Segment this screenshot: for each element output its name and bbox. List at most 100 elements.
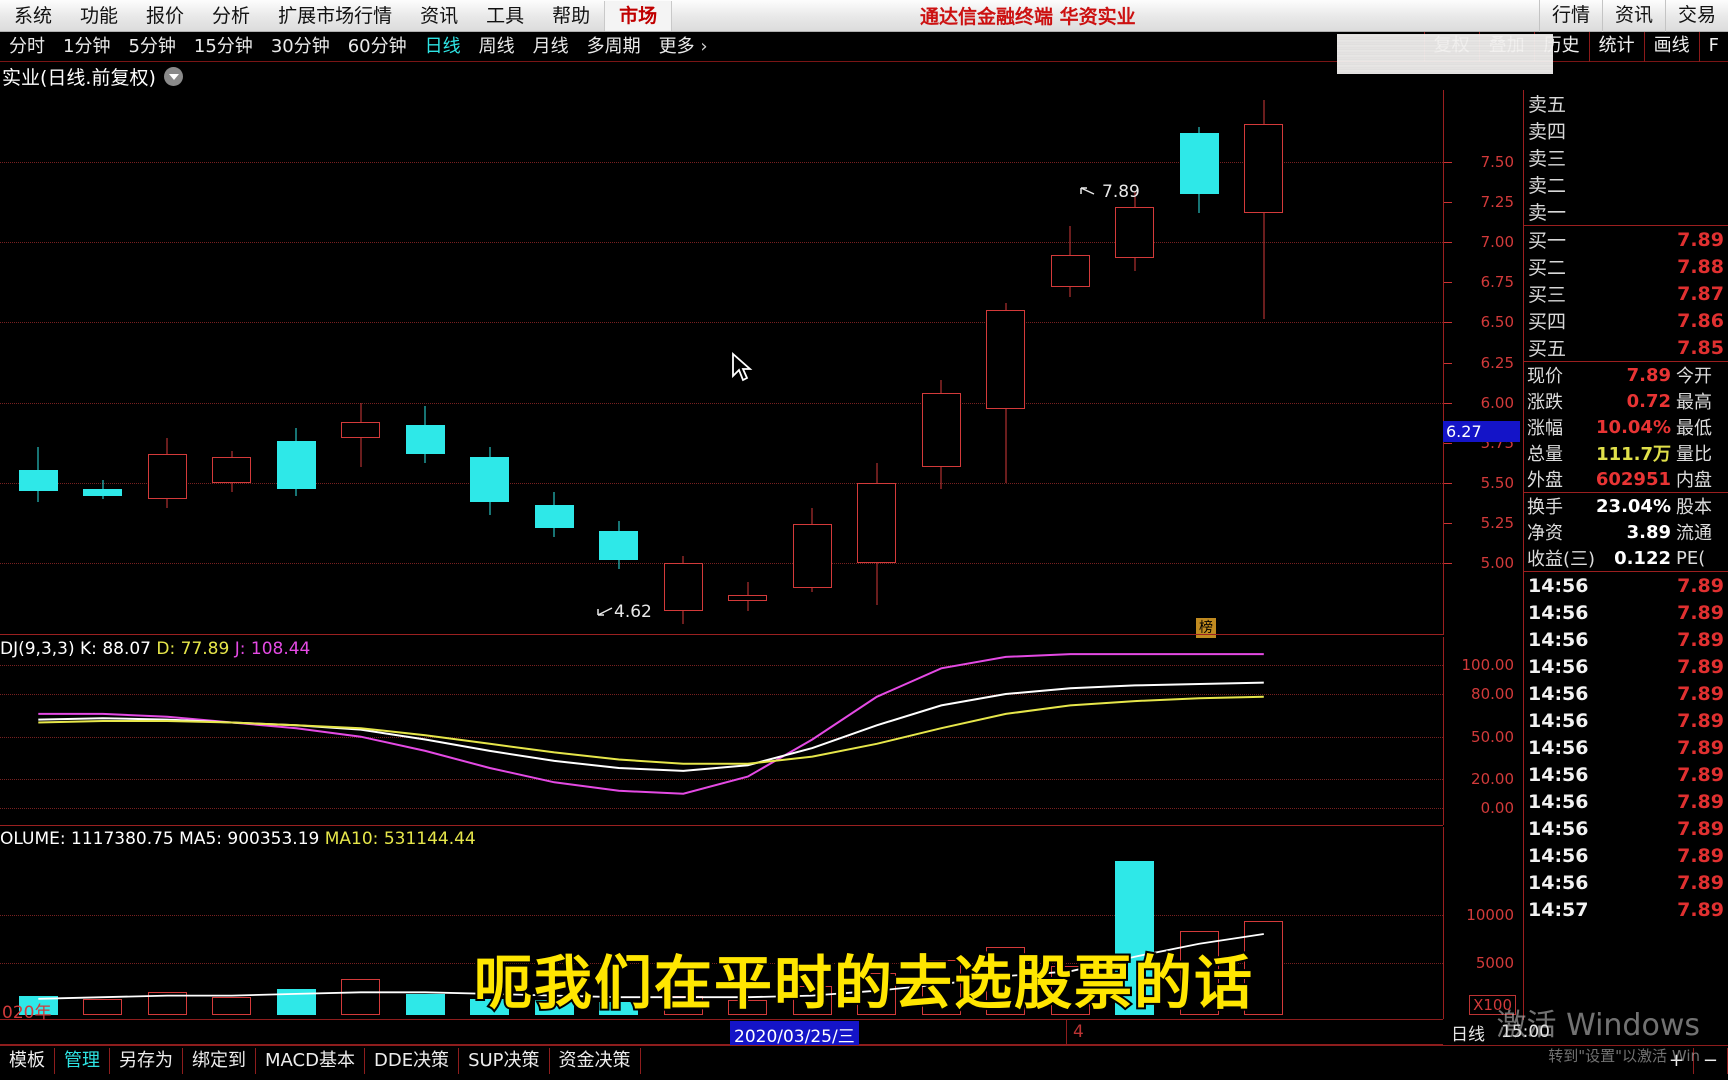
chevron-down-icon[interactable] <box>163 66 183 86</box>
order-book-row-ask[interactable]: 卖五 <box>1524 90 1728 117</box>
candlestick <box>792 508 832 592</box>
candlestick <box>1115 190 1155 272</box>
nav-item-trade[interactable]: 交易 <box>1664 0 1728 32</box>
order-book-level-label: 买一 <box>1528 230 1567 252</box>
quote-stat-value: 3.89 <box>1626 521 1671 543</box>
order-book-row-ask[interactable]: 卖二 <box>1524 171 1728 198</box>
toolbar-drawline[interactable]: 画线 <box>1643 32 1699 62</box>
volume-indicator-panel[interactable]: OLUME: 1117380.75 MA5: 900353.19 MA10: 5… <box>0 827 1516 1019</box>
menu-item-quote[interactable]: 报价 <box>146 4 185 27</box>
order-book-row-bid[interactable]: 买一 7.89 <box>1524 226 1728 253</box>
menu-item-function[interactable]: 功能 <box>80 4 119 27</box>
kdj-j-label: J: <box>234 639 246 659</box>
bottom-item-bind-to[interactable]: 绑定到 <box>183 1047 256 1074</box>
order-book-row-ask[interactable]: 卖四 <box>1524 117 1728 144</box>
menu-item-help[interactable]: 帮助 <box>552 4 591 27</box>
tick-row[interactable]: 14:56 7.89 <box>1524 680 1728 707</box>
menu-item-analysis[interactable]: 分析 <box>212 4 251 27</box>
candlestick <box>405 405 445 464</box>
period-monthly[interactable]: 月线 <box>532 35 569 57</box>
candlestick <box>341 402 381 467</box>
tick-time: 14:56 <box>1528 601 1589 624</box>
kline-axis-tick <box>1444 242 1452 244</box>
candlestick <box>857 463 897 605</box>
tick-row[interactable]: 14:56 7.89 <box>1524 869 1728 896</box>
mouse-cursor <box>732 352 753 382</box>
candlestick <box>663 556 703 624</box>
period-15min[interactable]: 15分钟 <box>193 35 253 57</box>
tick-row[interactable]: 14:56 7.89 <box>1524 653 1728 680</box>
candle-body <box>599 530 639 560</box>
tick-row[interactable]: 14:56 7.89 <box>1524 572 1728 599</box>
tick-row[interactable]: 14:57 7.89 <box>1524 896 1728 923</box>
selected-date-label: 2020/03/25/三 <box>730 1021 859 1048</box>
menu-item-news[interactable]: 资讯 <box>420 4 459 27</box>
order-book-row-bid[interactable]: 买二 7.88 <box>1524 253 1728 280</box>
tick-time: 14:56 <box>1528 763 1589 786</box>
period-60min[interactable]: 60分钟 <box>347 35 407 57</box>
bottom-item-sup[interactable]: SUP决策 <box>459 1047 550 1074</box>
zoom-out-button[interactable]: − <box>1694 1047 1728 1074</box>
nav-item-quotes[interactable]: 行情 <box>1538 0 1602 32</box>
tick-time: 14:57 <box>1528 898 1589 921</box>
toolbar-stats[interactable]: 统计 <box>1588 32 1644 62</box>
period-multi[interactable]: 多周期 <box>586 35 641 57</box>
menu-item-extended-market[interactable]: 扩展市场行情 <box>278 4 393 27</box>
order-book-row-bid[interactable]: 买四 7.86 <box>1524 307 1728 334</box>
video-occlusion-patch <box>1337 34 1553 74</box>
status-time: 15:00 <box>1501 1022 1550 1042</box>
period-30min[interactable]: 30分钟 <box>270 35 330 57</box>
bottom-item-manage[interactable]: 管理 <box>55 1047 110 1074</box>
zoom-in-button[interactable]: + <box>1660 1047 1694 1074</box>
kline-chart-panel[interactable]: 7.89 4.62 榜 7.50 7.25 7.00 6.75 6.50 6.25 6.00… <box>0 90 1514 638</box>
tick-time: 14:56 <box>1528 709 1589 732</box>
menu-item-system[interactable]: 系统 <box>14 4 53 27</box>
bottom-item-funds[interactable]: 资金决策 <box>550 1047 641 1074</box>
period-intraday[interactable]: 分时 <box>9 35 45 57</box>
order-book-row-bid[interactable]: 买五 7.85 <box>1524 334 1728 361</box>
bang-badge[interactable]: 榜 <box>1196 618 1216 638</box>
tick-row[interactable]: 14:56 7.89 <box>1524 815 1728 842</box>
tick-row[interactable]: 14:56 7.89 <box>1524 842 1728 869</box>
bottom-item-template[interactable]: 模板 <box>0 1047 55 1074</box>
toolbar-f[interactable]: F <box>1698 32 1728 62</box>
order-book-row-ask[interactable]: 卖一 <box>1524 198 1728 225</box>
quote-stats2-divider <box>1524 492 1728 493</box>
order-book-asks[interactable]: 卖五 卖四 卖三 卖二 卖一 <box>1524 90 1728 225</box>
order-book-row-bid[interactable]: 买三 7.87 <box>1524 280 1728 307</box>
period-more[interactable]: 更多 <box>650 33 717 61</box>
period-weekly[interactable]: 周线 <box>478 35 515 57</box>
tick-row[interactable]: 14:56 7.89 <box>1524 788 1728 815</box>
period-daily[interactable]: 日线 <box>424 35 461 57</box>
kline-axis-tick <box>1444 322 1452 324</box>
volume-name: OLUME: <box>0 829 66 849</box>
volume-bar <box>1115 861 1155 1015</box>
menu-bar: 系统 功能 报价 分析 扩展市场行情 资讯 工具 帮助 市场 通达信金融终端 华… <box>0 0 1728 32</box>
order-book-bids[interactable]: 买一 7.89 买二 7.88 买三 7.87 买四 7.86 买五 7.85 <box>1524 226 1728 361</box>
order-book-row-ask[interactable]: 卖三 <box>1524 144 1728 171</box>
tick-row[interactable]: 14:56 7.89 <box>1524 734 1728 761</box>
tick-row[interactable]: 14:56 7.89 <box>1524 707 1728 734</box>
menu-item-market[interactable]: 市场 <box>604 0 673 31</box>
time-and-sales-list[interactable]: 14:56 7.89 14:56 7.89 14:56 7.89 14:56 7.89 14:5… <box>1524 572 1728 923</box>
tick-row[interactable]: 14:56 7.89 <box>1524 761 1728 788</box>
candle-body <box>276 441 316 490</box>
period-1min[interactable]: 1分钟 <box>63 35 111 57</box>
quote-stat-row: 涨跌 0.72 最高 <box>1524 388 1728 414</box>
tick-price: 7.89 <box>1677 790 1724 813</box>
volume-bar <box>83 998 123 1015</box>
bottom-item-save-as[interactable]: 另存为 <box>110 1047 183 1074</box>
volume-ma10-label: MA10: <box>324 829 379 849</box>
tick-row[interactable]: 14:56 7.89 <box>1524 626 1728 653</box>
quote-stat-key: 涨幅 <box>1527 418 1563 439</box>
quote-statistics-secondary: 换手 23.04% 股本 净资 3.89 流通 收益(三) 0.122 PE( <box>1524 493 1728 571</box>
candlestick <box>986 303 1026 483</box>
menu-item-tools[interactable]: 工具 <box>486 4 525 27</box>
tick-row[interactable]: 14:56 7.89 <box>1524 599 1728 626</box>
bottom-item-macd[interactable]: MACD基本 <box>256 1047 365 1074</box>
kdj-indicator-panel[interactable]: DJ(9,3,3) K: 88.07 D: 77.89 J: 108.44 10… <box>0 637 1514 825</box>
candlestick <box>212 450 252 493</box>
nav-item-news[interactable]: 资讯 <box>1601 0 1665 32</box>
bottom-item-dde[interactable]: DDE决策 <box>365 1047 460 1074</box>
period-5min[interactable]: 5分钟 <box>128 35 176 57</box>
